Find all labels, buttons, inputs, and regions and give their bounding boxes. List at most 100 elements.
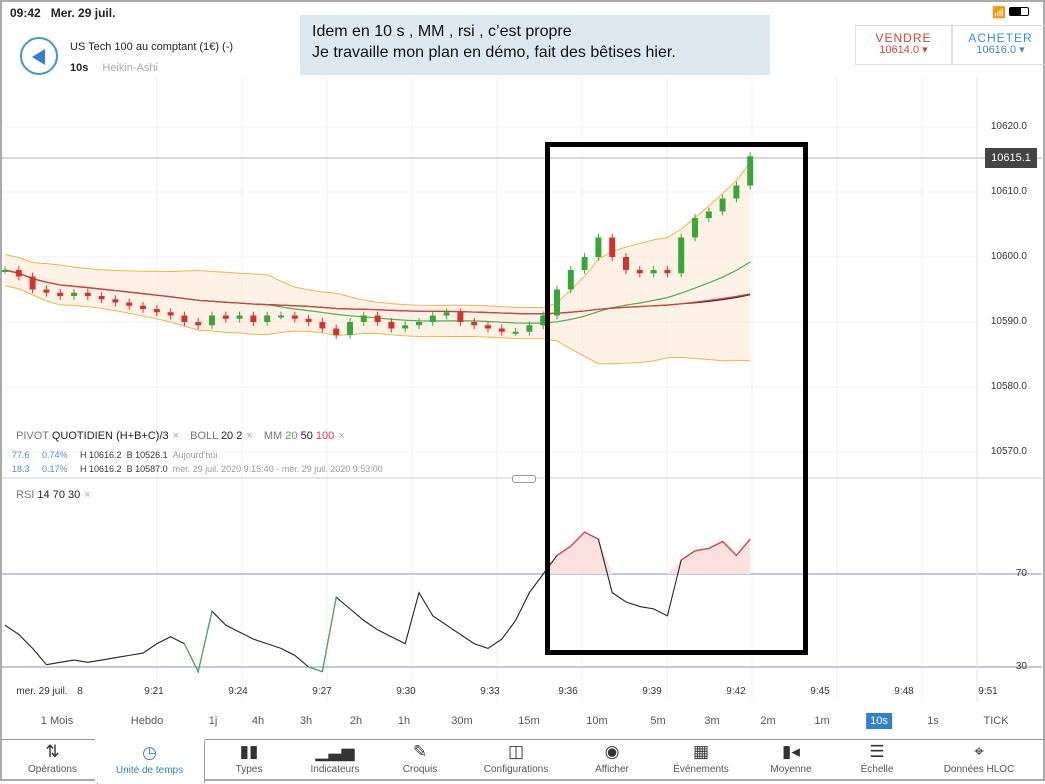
pane-resize-handle[interactable] <box>512 475 536 483</box>
rsi-period: 14 <box>37 489 50 501</box>
price-tick: 10610.0 <box>990 186 1027 197</box>
timeframe-5m[interactable]: 5m <box>650 715 666 727</box>
timeframe-10s[interactable]: 10s <box>866 713 892 729</box>
sell-price: 10614.0 <box>879 44 920 56</box>
timeframe-10m[interactable]: 10m <box>586 715 608 727</box>
pivot-high: H 10616.2 <box>80 464 122 474</box>
rsi-tick: 30 <box>1015 661 1027 672</box>
rsi-overbought-fill <box>5 532 751 574</box>
toolbar-label: Échelle <box>860 764 894 775</box>
candle <box>2 270 8 272</box>
toolbar-label: Types <box>235 764 263 775</box>
pivot-period: QUOTIDIEN <box>51 430 113 442</box>
time-tick: 8 <box>77 686 83 697</box>
candle <box>664 270 671 274</box>
toolbar-indicateurs[interactable]: ▁▃▅ Indicateurs <box>290 740 380 784</box>
rsi-high: 70 <box>52 489 65 501</box>
pivot-period: Aujourd'hui <box>172 450 218 460</box>
toolbar-label: Unité de temps <box>115 765 184 776</box>
toolbar-opérations[interactable]: ⇅ Opérations <box>8 740 98 784</box>
candle <box>719 198 726 212</box>
mm100-label: 100 <box>315 430 335 442</box>
timeframe-hebdo[interactable]: Hebdo <box>130 715 164 727</box>
toolbar-label: Événements <box>673 764 729 775</box>
candle <box>333 328 340 335</box>
toolbar-événements[interactable]: ▦ Événements <box>656 740 746 784</box>
candle <box>485 325 491 329</box>
pivot-row: 18.3 0.17% H 10616.2 B 10587.0 mer. 29 jui… <box>12 464 383 474</box>
toolbar-données-hloc[interactable]: ⌖ Données HLOC <box>934 740 1024 784</box>
rsi-label: RSI <box>16 489 35 501</box>
candle <box>581 257 588 270</box>
candle <box>540 315 547 326</box>
toolbar-label: Configurations <box>483 764 549 775</box>
time-tick: 9:39 <box>642 686 662 697</box>
candle <box>388 322 395 329</box>
toolbar-types[interactable]: ▮▮ Types <box>204 740 294 784</box>
toolbar-unité-de-temps[interactable]: ◷ Unité de temps <box>95 739 205 783</box>
buy-button[interactable]: ACHETER 10616.0 ▾ <box>952 25 1045 65</box>
toolbar-croquis[interactable]: ✎ Croquis <box>375 740 465 784</box>
annotation-box: Idem en 10 s , MM , rsi , c’est propre Je… <box>300 15 770 75</box>
pivot-pct: 0.74% <box>42 450 68 460</box>
toolbar-afficher[interactable]: ◉ Afficher <box>567 740 657 784</box>
timeframe-1h[interactable]: 1h <box>397 715 411 727</box>
candle <box>623 257 629 270</box>
timeframe-bar: 1 Mois Hebdo 1j 4h 3h 2h 1h 30m 15m 10m 5m 3m 2m 1m 10… <box>2 708 1045 734</box>
timeframe-2m[interactable]: 2m <box>760 715 776 727</box>
candle <box>98 296 105 300</box>
sell-button[interactable]: VENDRE 10614.0 ▾ <box>855 25 952 65</box>
remove-boll-icon[interactable]: × <box>246 430 253 442</box>
remove-rsi-icon[interactable]: × <box>84 489 91 501</box>
candle <box>15 270 22 277</box>
timeframe-1-mois[interactable]: 1 Mois <box>40 715 74 727</box>
candle <box>236 315 243 319</box>
timeframe-3h[interactable]: 3h <box>299 715 313 727</box>
candle <box>402 325 409 329</box>
back-button[interactable] <box>20 37 58 75</box>
pivot-value: 77.6 <box>12 450 30 460</box>
price-tick: 10570.0 <box>990 446 1027 457</box>
candle <box>43 289 50 293</box>
candle <box>291 315 298 319</box>
remove-pivot-icon[interactable]: × <box>172 430 180 442</box>
time-tick: 9:33 <box>480 686 500 697</box>
scale-icon: ☰ <box>869 742 885 761</box>
timeframe-1j[interactable]: 1j <box>208 715 218 727</box>
time-tick: 9:36 <box>558 686 578 697</box>
price-chart[interactable] <box>2 2 1045 702</box>
timeframe-4h[interactable]: 4h <box>251 715 265 727</box>
pivot-low: B 10526.1 <box>126 450 168 460</box>
status-bar: 09:42 Mer. 29 juil. <box>10 6 125 20</box>
bottom-toolbar: ⇅ Opérations ◷ Unité de temps ▮▮ Types ▁▃▅ Indi… <box>2 739 1045 784</box>
timeframe-1m[interactable]: 1m <box>814 715 830 727</box>
candle <box>319 322 326 329</box>
candle <box>429 315 436 322</box>
timeframe-2h[interactable]: 2h <box>349 715 363 727</box>
timeframe-tick[interactable]: TICK <box>983 715 1009 727</box>
timeframe-3m[interactable]: 3m <box>704 715 720 727</box>
candle <box>636 270 643 274</box>
remove-mm-icon[interactable]: × <box>338 430 345 442</box>
candle <box>222 315 229 319</box>
buy-price: 10616.0 <box>976 44 1017 56</box>
toolbar-configurations[interactable]: ◫ Configurations <box>471 740 561 784</box>
chart-subtitle: 10s Heikin-Ashi <box>70 62 158 74</box>
bollinger-lower <box>4 285 751 365</box>
timeframe-15m[interactable]: 15m <box>518 715 540 727</box>
toolbar-moyenne[interactable]: ▮◂ Moyenne <box>746 740 836 784</box>
timeframe-30m[interactable]: 30m <box>451 715 473 727</box>
average-icon: ▮◂ <box>782 742 800 761</box>
candle <box>512 331 519 334</box>
timeframe-1s[interactable]: 1s <box>927 715 939 727</box>
rsi-low: 30 <box>68 489 81 501</box>
candle <box>112 299 119 303</box>
rsi-segment <box>680 550 696 561</box>
pivot-pct: 0.17% <box>42 464 68 474</box>
toolbar-échelle[interactable]: ☰ Échelle <box>832 740 922 784</box>
candle <box>140 305 146 309</box>
time-tick: 9:21 <box>144 686 164 697</box>
crosshair-icon: ⌖ <box>974 742 984 761</box>
rsi-segment <box>197 611 213 672</box>
toolbar-label: Moyenne <box>770 764 812 775</box>
